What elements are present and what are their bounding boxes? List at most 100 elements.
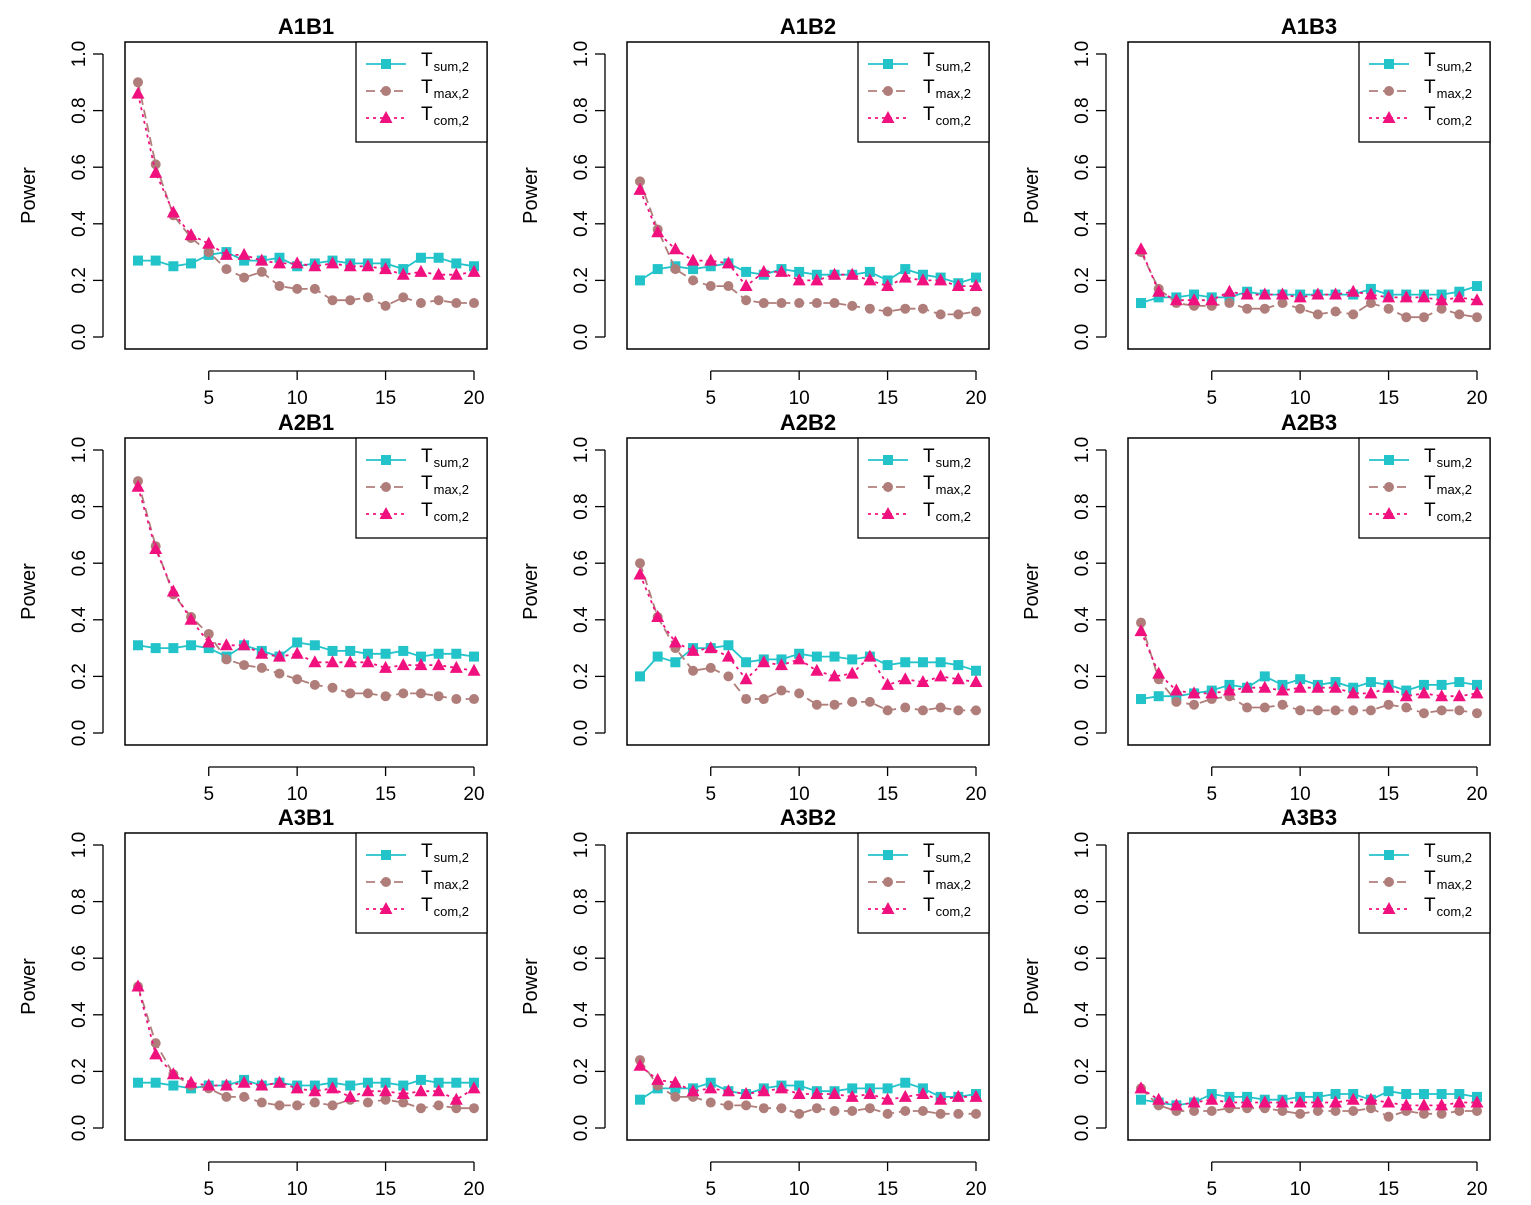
y-tick-label: 0.2: [571, 267, 592, 293]
point-com: [828, 267, 842, 280]
point-max: [203, 628, 214, 639]
x-tick-label: 15: [375, 388, 396, 409]
plot-frame: [626, 832, 990, 1141]
point-com: [916, 273, 930, 286]
point-max: [900, 303, 911, 314]
x-tick-label: 20: [463, 1179, 484, 1200]
x-tick-label: 15: [877, 784, 898, 805]
point-com: [414, 1084, 428, 1097]
point-max: [1171, 696, 1182, 707]
point-sum: [186, 258, 197, 269]
y-tick-label: 0.6: [571, 945, 592, 971]
point-max: [635, 176, 645, 187]
point-com: [237, 638, 251, 651]
point-com: [184, 612, 198, 625]
point-sum: [292, 637, 303, 648]
y-tick-label: 0.2: [571, 1058, 592, 1084]
y-tick-label: 1.0: [1072, 41, 1093, 67]
point-max: [433, 691, 444, 702]
point-max: [953, 309, 964, 320]
point-com: [1399, 689, 1413, 702]
legend-subscript: max,2: [1437, 86, 1472, 101]
point-max: [1259, 303, 1270, 314]
point-sum: [688, 264, 699, 275]
point-max: [1330, 1106, 1341, 1117]
point-max: [864, 1103, 875, 1114]
point-com: [1293, 680, 1307, 693]
point-com: [467, 663, 481, 676]
legend-subscript: sum,2: [936, 59, 971, 74]
point-max: [741, 1100, 752, 1111]
point-com: [1452, 689, 1466, 702]
point-max: [1277, 1106, 1288, 1117]
point-com: [255, 1078, 269, 1091]
y-tick-label: 0.2: [69, 267, 90, 293]
point-com: [131, 979, 145, 992]
point-com: [343, 259, 357, 272]
y-tick-label: 1.0: [1072, 437, 1093, 463]
point-com: [898, 270, 912, 283]
point-sum: [415, 1074, 426, 1085]
legend-marker-com: [881, 902, 895, 914]
point-max: [1348, 1106, 1359, 1117]
x-tick-label: 15: [1378, 1179, 1399, 1200]
point-com: [686, 253, 700, 266]
point-max: [1454, 705, 1465, 716]
point-com: [237, 247, 251, 260]
point-sum: [327, 645, 338, 656]
point-max: [847, 1106, 858, 1117]
point-sum: [741, 266, 752, 277]
point-com: [272, 1075, 286, 1088]
y-axis-label: Power: [1021, 167, 1043, 224]
point-max: [1365, 298, 1376, 309]
point-max: [256, 266, 267, 277]
point-max: [345, 688, 356, 699]
point-sum: [635, 1094, 645, 1105]
legend-marker-com: [1382, 902, 1396, 914]
point-max: [362, 1097, 373, 1108]
x-tick-label: 15: [1378, 784, 1399, 805]
point-max: [1224, 298, 1235, 309]
point-sum: [971, 665, 981, 676]
x-tick-label: 10: [789, 388, 810, 409]
y-tick-label: 0.4: [571, 606, 592, 633]
point-max: [917, 303, 928, 314]
point-max: [1312, 309, 1323, 320]
point-com: [361, 259, 375, 272]
y-tick-label: 0.6: [1072, 945, 1093, 971]
point-com: [1311, 1095, 1325, 1108]
point-com: [131, 479, 145, 492]
x-tick-label: 5: [705, 1179, 716, 1200]
point-com: [379, 660, 393, 673]
plot-frame: [1127, 832, 1491, 1141]
point-com: [1293, 290, 1307, 303]
point-com: [951, 672, 965, 685]
legend-box: [1358, 41, 1491, 143]
series-line-max: [639, 180, 977, 316]
point-com: [1329, 1095, 1343, 1108]
x-tick-label: 20: [1466, 1179, 1487, 1200]
point-max: [847, 300, 858, 311]
legend-subscript: com,2: [434, 113, 469, 128]
point-max: [221, 264, 232, 275]
point-com: [1470, 686, 1484, 699]
point-com: [1169, 293, 1183, 306]
panel-title: A2B2: [780, 410, 836, 435]
point-com: [1417, 686, 1431, 699]
legend-subscript: sum,2: [434, 455, 469, 470]
point-max: [776, 685, 787, 696]
point-com: [934, 273, 948, 286]
point-com: [651, 1072, 665, 1085]
y-tick-label: 0.6: [571, 154, 592, 180]
y-axis-label: Power: [18, 167, 40, 224]
point-max: [1418, 312, 1429, 323]
point-sum: [794, 266, 805, 277]
plot-frame: [124, 437, 488, 746]
point-com: [290, 646, 304, 659]
y-axis-label: Power: [1021, 563, 1043, 620]
panel-title: A1B1: [278, 14, 334, 39]
point-max: [776, 1103, 787, 1114]
point-sum: [794, 1080, 805, 1091]
